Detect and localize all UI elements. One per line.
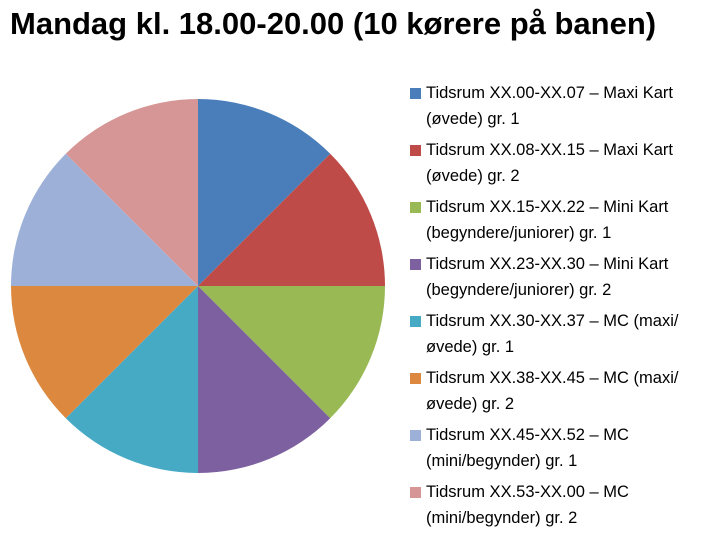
legend-swatch <box>410 487 421 498</box>
legend: Tidsrum XX.00-XX.07 – Maxi Kart (øvede) … <box>408 80 698 536</box>
legend-item: Tidsrum XX.08-XX.15 – Maxi Kart (øvede) … <box>408 137 698 194</box>
chart-title: Mandag kl. 18.00-20.00 (10 kørere på ban… <box>10 6 657 41</box>
legend-swatch <box>410 259 421 270</box>
legend-item: Tidsrum XX.00-XX.07 – Maxi Kart (øvede) … <box>408 80 698 137</box>
legend-label: Tidsrum XX.45-XX.52 – MC (mini/begynder)… <box>426 426 629 470</box>
pie-slice <box>11 153 198 286</box>
legend-swatch <box>410 430 421 441</box>
legend-item: Tidsrum XX.23-XX.30 – Mini Kart (begynde… <box>408 251 698 308</box>
pie-slice <box>198 153 385 286</box>
legend-label: Tidsrum XX.53-XX.00 – MC (mini/begynder)… <box>426 483 629 527</box>
legend-label: Tidsrum XX.08-XX.15 – Maxi Kart (øvede) … <box>426 141 673 185</box>
pie-slice <box>198 99 331 286</box>
legend-item: Tidsrum XX.45-XX.52 – MC (mini/begynder)… <box>408 422 698 479</box>
pie-slice <box>198 286 385 419</box>
pie-slice <box>198 286 331 473</box>
legend-item: Tidsrum XX.38-XX.45 – MC (maxi/øvede) gr… <box>408 365 698 422</box>
legend-swatch <box>410 145 421 156</box>
legend-label: Tidsrum XX.15-XX.22 – Mini Kart (begynde… <box>426 198 669 242</box>
legend-label: Tidsrum XX.38-XX.45 – MC (maxi/øvede) gr… <box>426 369 679 413</box>
legend-swatch <box>410 373 421 384</box>
legend-item: Tidsrum XX.30-XX.37 – MC (maxi/øvede) gr… <box>408 308 698 365</box>
pie-slice <box>65 99 199 286</box>
pie-slice <box>65 286 199 473</box>
legend-label: Tidsrum XX.30-XX.37 – MC (maxi/øvede) gr… <box>426 312 679 356</box>
legend-swatch <box>410 202 421 213</box>
legend-item: Tidsrum XX.53-XX.00 – MC (mini/begynder)… <box>408 479 698 536</box>
legend-swatch <box>410 316 421 327</box>
legend-label: Tidsrum XX.23-XX.30 – Mini Kart (begynde… <box>426 255 669 299</box>
legend-label: Tidsrum XX.00-XX.07 – Maxi Kart (øvede) … <box>426 84 673 128</box>
legend-swatch <box>410 88 421 99</box>
pie-slice <box>11 286 198 419</box>
legend-item: Tidsrum XX.15-XX.22 – Mini Kart (begynde… <box>408 194 698 251</box>
chart <box>11 99 385 473</box>
